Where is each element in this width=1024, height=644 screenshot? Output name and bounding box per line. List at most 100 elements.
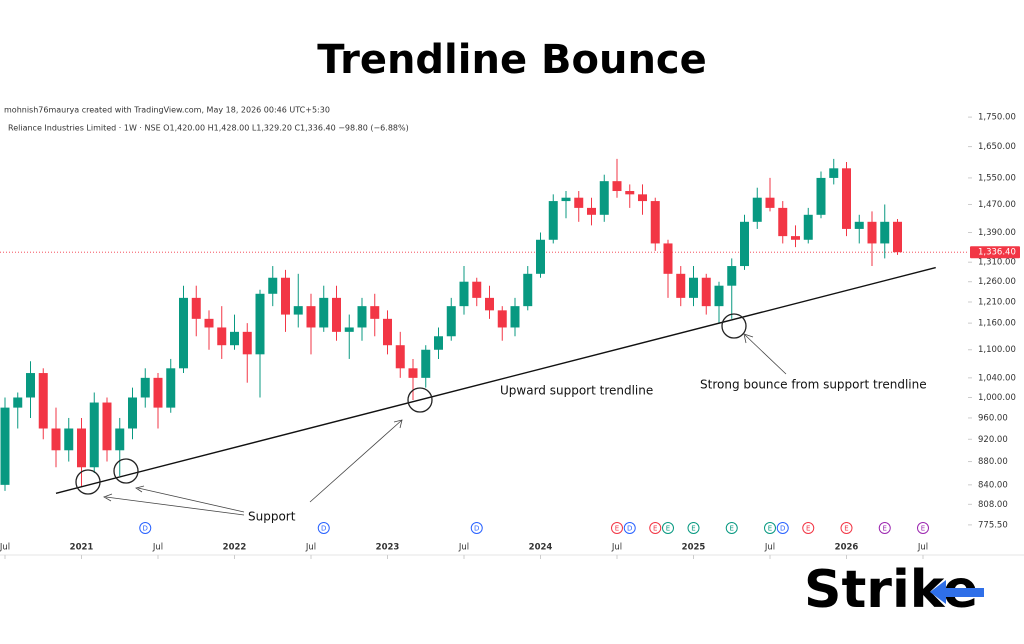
candle-body xyxy=(612,181,622,192)
candle-body xyxy=(663,243,673,274)
candle-body xyxy=(153,377,163,408)
candle-body xyxy=(102,402,112,451)
event-label: E xyxy=(883,525,887,533)
arrow xyxy=(105,496,245,516)
candle-body xyxy=(204,318,214,328)
x-tick-label: Jul xyxy=(0,543,10,553)
logo-bar xyxy=(940,588,984,597)
arrow xyxy=(309,419,403,503)
x-tick-label: Jul xyxy=(611,543,622,553)
arrow-head xyxy=(103,493,113,502)
last-price-label: 1,336.40 xyxy=(978,248,1016,258)
candle-body xyxy=(293,306,303,315)
candle-body xyxy=(255,293,265,355)
event-icon xyxy=(139,522,152,534)
candle-body xyxy=(740,221,749,267)
arrow-head xyxy=(743,333,754,344)
x-tick-label: Jul xyxy=(458,543,469,553)
y-tick-label: 808.00 xyxy=(978,500,1008,510)
candle-body xyxy=(714,285,724,307)
candle-body xyxy=(26,373,35,398)
y-tick-label: 1,160.00 xyxy=(978,319,1016,329)
candle-body xyxy=(510,306,520,328)
candle-body xyxy=(408,368,418,378)
y-tick-label: 1,390.00 xyxy=(978,228,1016,238)
candle-body xyxy=(765,197,775,208)
y-tick-label: 1,040.00 xyxy=(978,373,1016,383)
candle-body xyxy=(689,277,698,298)
y-tick-label: 1,100.00 xyxy=(978,345,1016,355)
y-tick-label: 1,000.00 xyxy=(978,393,1016,403)
candle-body xyxy=(434,336,443,350)
candle-body xyxy=(829,168,839,178)
candle-body xyxy=(64,428,74,451)
candle-body xyxy=(319,297,329,328)
arrow xyxy=(744,334,787,375)
plot: 775.50 808.00 840.00 880.00 920.00 960.00 1,00… xyxy=(0,113,1020,559)
candle-body xyxy=(306,306,316,328)
event-label: E xyxy=(666,525,670,533)
y-tick-label: 1,310.00 xyxy=(978,258,1016,268)
logo-arrowhead xyxy=(930,580,946,604)
candle-body xyxy=(880,221,890,244)
candle-body xyxy=(485,297,494,311)
candle-body xyxy=(778,207,788,237)
arrows xyxy=(103,333,787,516)
candle-body xyxy=(650,201,660,244)
candle-body xyxy=(548,201,558,240)
event-label: E xyxy=(730,525,734,533)
candle-body xyxy=(332,297,341,332)
support-circle xyxy=(75,469,101,495)
candle-body xyxy=(587,207,596,215)
x-tick-label: Jul xyxy=(152,543,163,553)
logo-arrow xyxy=(930,580,984,604)
y-tick-label: 840.00 xyxy=(978,480,1008,490)
candle-body xyxy=(421,349,431,378)
x-tick-label: 2023 xyxy=(376,543,400,553)
candle-body xyxy=(561,197,571,202)
event-icon xyxy=(917,522,929,534)
trendline xyxy=(55,266,936,494)
candle-body xyxy=(383,318,392,346)
event-label: D xyxy=(627,525,632,533)
candle-body xyxy=(395,345,405,369)
x-tick-label: 2025 xyxy=(682,543,706,553)
event-icon xyxy=(878,522,891,534)
candle-body xyxy=(179,297,188,369)
candle-body xyxy=(599,181,609,215)
support-circle xyxy=(407,387,433,413)
event-icon xyxy=(623,522,636,534)
event-icon xyxy=(802,522,815,534)
y-tick-label: 920.00 xyxy=(978,435,1008,445)
event-label: E xyxy=(768,525,772,533)
event-icon xyxy=(840,522,853,534)
y-tick-label: 1,650.00 xyxy=(978,142,1016,152)
event-label: D xyxy=(321,525,326,533)
arrow xyxy=(137,487,245,513)
candle-body xyxy=(854,221,864,229)
event-label: D xyxy=(780,525,785,533)
support-markers xyxy=(75,313,747,495)
candle-body xyxy=(676,273,686,298)
event-icon xyxy=(470,522,483,534)
event-icon xyxy=(649,522,662,534)
y-tick-label: 1,260.00 xyxy=(978,277,1016,287)
event-label: E xyxy=(615,525,619,533)
annotation: Strong bounce from support trendline xyxy=(700,378,927,392)
y-tick-label: 880.00 xyxy=(978,457,1008,467)
arrow-head xyxy=(393,419,403,429)
candle-body xyxy=(217,327,227,346)
candle-body xyxy=(268,277,278,294)
candle-body xyxy=(13,397,23,408)
event-icon xyxy=(611,522,623,534)
candle-body xyxy=(242,331,252,355)
candle-body xyxy=(497,310,507,328)
candle-body xyxy=(51,428,61,451)
candle-body xyxy=(77,428,86,468)
candle-body xyxy=(523,273,533,307)
event-label: E xyxy=(653,525,657,533)
y-tick-label: 960.00 xyxy=(978,413,1008,423)
support-circle xyxy=(113,458,139,484)
candle-body xyxy=(701,277,711,307)
